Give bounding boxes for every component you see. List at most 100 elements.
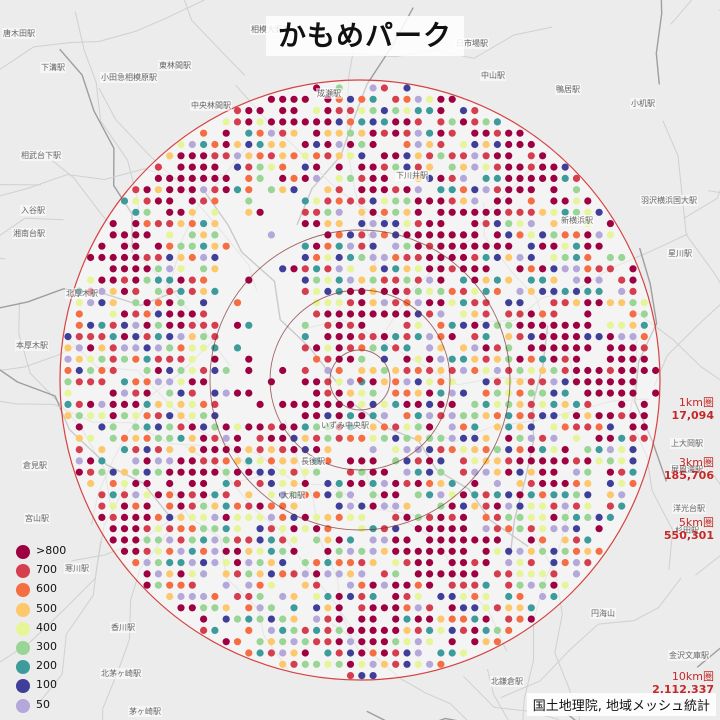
mesh-dot — [177, 434, 185, 442]
mesh-dot — [403, 513, 411, 522]
mesh-dot — [267, 615, 275, 623]
mesh-dot — [426, 310, 434, 318]
mesh-dot — [177, 604, 185, 612]
road-line — [0, 343, 79, 371]
mesh-dot — [245, 152, 253, 160]
mesh-dot — [143, 479, 151, 488]
mesh-dot — [313, 660, 321, 668]
mesh-dot — [595, 378, 603, 386]
mesh-dot — [279, 536, 287, 544]
mesh-dot — [437, 344, 445, 352]
mesh-dot — [132, 446, 140, 454]
mesh-dot — [448, 129, 456, 137]
mesh-dot — [380, 107, 388, 115]
mesh-dot — [493, 604, 501, 612]
mesh-dot — [414, 559, 422, 567]
mesh-dot — [200, 299, 208, 307]
station-label: 入谷駅 — [20, 205, 46, 216]
mesh-dot — [539, 276, 547, 284]
mesh-dot — [188, 525, 196, 533]
mesh-dot — [459, 107, 468, 115]
mesh-dot — [403, 276, 411, 284]
mesh-dot — [595, 333, 603, 341]
mesh-dot — [177, 468, 185, 476]
mesh-dot — [154, 253, 162, 262]
mesh-dot — [595, 434, 603, 442]
mesh-dot — [448, 95, 456, 103]
mesh-dot — [324, 400, 332, 408]
mesh-dot — [346, 231, 355, 239]
mesh-dot — [369, 253, 377, 262]
mesh-dot — [403, 197, 411, 205]
mesh-dot — [606, 468, 615, 476]
mesh-dot — [572, 412, 581, 420]
legend-item: 400 — [12, 619, 82, 638]
mesh-dot — [177, 366, 185, 375]
mesh-dot — [652, 366, 660, 375]
mesh-dot — [369, 186, 377, 194]
mesh-dot — [109, 265, 117, 273]
mesh-dot — [392, 95, 400, 103]
mesh-dot — [437, 321, 445, 329]
mesh-dot — [482, 140, 490, 149]
mesh-dot — [471, 197, 479, 205]
mesh-dot — [403, 446, 411, 454]
mesh-dot — [437, 118, 445, 126]
mesh-dot — [143, 186, 151, 194]
mesh-dot — [166, 502, 174, 510]
road-line — [483, 202, 574, 384]
mesh-dot — [448, 242, 456, 250]
mesh-dot — [572, 366, 581, 375]
mesh-dot — [279, 95, 287, 103]
mesh-dot — [459, 253, 468, 262]
mesh-dot — [584, 344, 592, 352]
mesh-dot — [426, 536, 434, 544]
mesh-dot — [87, 400, 95, 408]
mesh-dot — [313, 400, 321, 408]
legend-label: 400 — [36, 620, 57, 634]
mesh-dot — [437, 95, 445, 103]
mesh-dot — [346, 559, 355, 567]
mesh-dot — [618, 479, 626, 488]
mesh-dot — [256, 118, 264, 126]
mesh-dot — [403, 479, 411, 488]
mesh-dot — [493, 479, 501, 488]
mesh-dot — [188, 152, 196, 160]
mesh-dot — [313, 174, 321, 182]
mesh-dot — [256, 649, 264, 657]
mesh-dot — [301, 276, 309, 284]
mesh-dot — [87, 299, 95, 307]
mesh-dot — [188, 457, 196, 465]
mesh-dot — [301, 140, 309, 149]
mesh-dot — [527, 333, 535, 341]
mesh-dot — [166, 378, 174, 386]
mesh-dot — [188, 242, 196, 250]
mesh-dot — [109, 220, 117, 228]
mesh-dot — [188, 423, 196, 431]
mesh-dot — [166, 231, 174, 239]
distance-ring — [209, 229, 511, 531]
mesh-dot — [335, 434, 343, 442]
mesh-dot — [154, 355, 162, 363]
mesh-dot — [177, 310, 185, 318]
mesh-dot — [335, 559, 343, 567]
mesh-dot — [75, 412, 83, 420]
mesh-dot — [200, 265, 208, 273]
mesh-dot — [267, 513, 275, 522]
mesh-dot — [233, 513, 242, 522]
mesh-dot — [188, 163, 196, 171]
mesh-dot — [516, 253, 524, 262]
mesh-dot — [403, 366, 411, 375]
mesh-dot — [426, 197, 434, 205]
mesh-dot — [98, 287, 106, 295]
mesh-dot — [358, 276, 366, 284]
mesh-dot — [505, 378, 513, 386]
mesh-dot — [267, 536, 275, 544]
mesh-dot — [279, 638, 287, 646]
mesh-dot — [346, 355, 355, 363]
mesh-dot — [358, 581, 366, 589]
attribution: 国土地理院, 地域メッシュ統計 — [526, 693, 716, 716]
mesh-dot — [166, 536, 174, 544]
mesh-dot — [154, 536, 162, 544]
mesh-dot — [290, 626, 298, 635]
